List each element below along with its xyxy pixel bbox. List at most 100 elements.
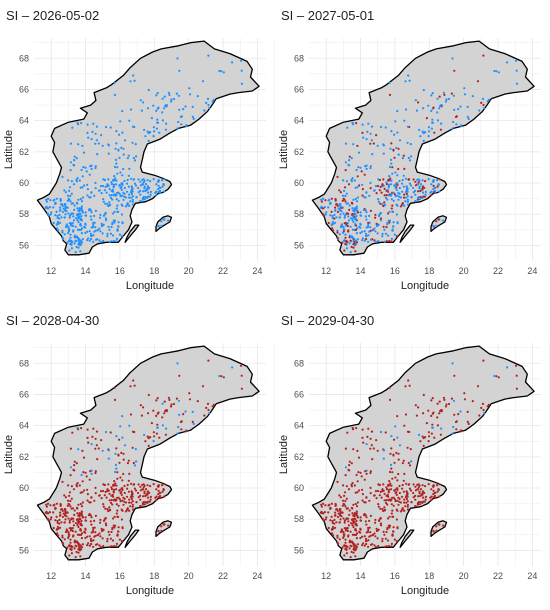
station-point-red bbox=[375, 222, 378, 225]
station-point-blue bbox=[175, 92, 178, 95]
station-point-red bbox=[403, 509, 406, 512]
station-point-red bbox=[361, 436, 364, 439]
station-point-red bbox=[471, 400, 474, 403]
station-point-red bbox=[81, 514, 84, 517]
station-point-red bbox=[162, 523, 165, 526]
station-point-red bbox=[99, 535, 102, 538]
station-point-blue bbox=[514, 59, 518, 62]
station-point-red bbox=[99, 490, 103, 493]
y-tick-label: 64 bbox=[19, 116, 29, 126]
station-point-blue bbox=[124, 196, 128, 199]
station-point-blue bbox=[367, 234, 370, 237]
station-point-red bbox=[113, 386, 116, 389]
station-point-red bbox=[161, 490, 164, 493]
station-points bbox=[44, 54, 243, 254]
station-point-blue bbox=[163, 95, 166, 98]
station-point-blue bbox=[133, 79, 136, 82]
station-point-red bbox=[397, 167, 400, 171]
station-point-blue bbox=[398, 139, 402, 142]
station-point-blue bbox=[169, 100, 173, 103]
station-point-red bbox=[425, 117, 428, 120]
station-point-blue bbox=[396, 174, 399, 177]
station-point-red bbox=[54, 506, 57, 509]
station-point-red bbox=[94, 470, 97, 473]
station-point-blue bbox=[45, 198, 48, 201]
station-point-blue bbox=[107, 204, 110, 208]
station-point-red bbox=[79, 491, 82, 494]
station-point-blue bbox=[430, 94, 433, 97]
station-point-red bbox=[89, 514, 92, 517]
station-point-blue bbox=[149, 193, 152, 196]
station-point-red bbox=[67, 517, 70, 520]
station-point-red bbox=[80, 546, 84, 549]
station-point-blue bbox=[231, 61, 234, 64]
station-point-red bbox=[353, 546, 356, 549]
station-point-red bbox=[150, 422, 153, 425]
station-point-red bbox=[383, 201, 386, 204]
station-point-blue bbox=[81, 186, 84, 189]
station-point-red bbox=[423, 186, 426, 189]
station-point-blue bbox=[77, 243, 80, 246]
station-point-blue bbox=[463, 93, 467, 96]
station-point-red bbox=[341, 241, 344, 244]
station-point-blue bbox=[99, 216, 102, 219]
station-point-red bbox=[167, 396, 170, 399]
station-point-red bbox=[113, 524, 117, 527]
station-point-red bbox=[345, 497, 348, 500]
station-point-blue bbox=[71, 126, 74, 129]
station-point-red bbox=[370, 430, 374, 433]
station-point-red bbox=[336, 175, 339, 178]
station-point-red bbox=[147, 496, 150, 499]
station-point-blue bbox=[132, 74, 135, 77]
station-point-red bbox=[130, 494, 133, 497]
station-point-red bbox=[398, 497, 401, 500]
station-point-red bbox=[108, 499, 111, 502]
station-point-blue bbox=[107, 152, 110, 155]
station-point-red bbox=[93, 499, 96, 502]
station-point-red bbox=[117, 526, 120, 529]
station-point-red bbox=[169, 405, 173, 408]
station-point-red bbox=[402, 154, 405, 157]
station-point-red bbox=[160, 529, 163, 532]
station-point-blue bbox=[240, 69, 243, 72]
station-point-blue bbox=[161, 119, 164, 122]
station-point-red bbox=[344, 541, 347, 544]
station-point-red bbox=[344, 505, 347, 508]
station-point-red bbox=[390, 542, 393, 545]
station-point-red bbox=[399, 205, 402, 208]
station-point-blue bbox=[87, 237, 90, 240]
station-point-blue bbox=[139, 180, 142, 183]
station-point-blue bbox=[86, 188, 89, 191]
station-point-red bbox=[396, 499, 399, 502]
station-point-blue bbox=[64, 208, 67, 211]
station-point-red bbox=[185, 430, 188, 433]
station-point-blue bbox=[143, 433, 146, 436]
station-point-blue bbox=[123, 195, 126, 198]
station-point-blue bbox=[405, 177, 408, 180]
station-point-red bbox=[347, 488, 351, 491]
station-point-red bbox=[436, 484, 439, 487]
station-point-red bbox=[397, 472, 400, 476]
station-point-red bbox=[84, 536, 87, 540]
station-point-blue bbox=[137, 191, 140, 194]
gotland-outline bbox=[430, 215, 448, 233]
station-point-red bbox=[351, 512, 354, 515]
station-point-red bbox=[61, 534, 64, 537]
station-point-blue bbox=[130, 177, 133, 180]
station-point-blue bbox=[432, 188, 435, 191]
mainland-outline bbox=[36, 345, 260, 561]
station-point-blue bbox=[134, 143, 137, 146]
station-point-blue bbox=[110, 183, 114, 186]
station-point-blue bbox=[394, 195, 397, 198]
station-point-red bbox=[340, 528, 343, 531]
station-point-red bbox=[140, 414, 143, 417]
station-point-red bbox=[423, 491, 426, 494]
station-point-red bbox=[88, 478, 91, 481]
station-point-red bbox=[373, 532, 376, 535]
station-point-blue bbox=[483, 107, 486, 110]
station-point-blue bbox=[139, 200, 143, 203]
station-point-red bbox=[74, 522, 78, 525]
station-point-red bbox=[374, 545, 378, 549]
station-point-red bbox=[390, 447, 393, 450]
station-point-blue bbox=[158, 131, 161, 134]
